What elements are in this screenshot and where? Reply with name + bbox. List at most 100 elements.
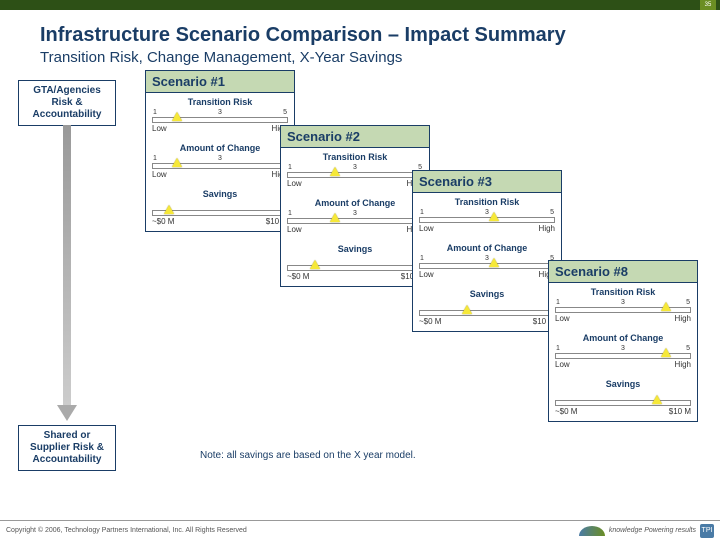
end-label-left: Low	[287, 225, 302, 234]
end-label-left: Low	[555, 314, 570, 323]
marker-icon	[661, 348, 671, 357]
marker-icon	[164, 205, 174, 214]
scale-section: Amount of Change135LowHigh	[549, 329, 697, 375]
scale-track	[287, 218, 423, 224]
scale-label: Transition Risk	[555, 287, 691, 297]
scale-end-labels: LowHigh	[419, 224, 555, 233]
scale-end-labels: LowHigh	[287, 179, 423, 188]
page-title: Infrastructure Scenario Comparison – Imp…	[40, 24, 720, 47]
scale-label: Savings	[287, 244, 423, 254]
scale-track	[555, 400, 691, 406]
marker-icon	[661, 302, 671, 311]
scenario-card: Scenario #2Transition Risk135LowHighAmou…	[280, 125, 430, 287]
tick-label: 1	[556, 299, 560, 306]
marker-icon	[330, 167, 340, 176]
diagram-canvas: GTA/Agencies Risk & Accountability Share…	[0, 70, 720, 490]
scale-section: Savings ~$0 M$10 M	[413, 285, 561, 331]
scale-end-labels: LowHigh	[152, 170, 288, 179]
tick-label: 3	[218, 109, 222, 116]
scale-label: Amount of Change	[555, 333, 691, 343]
scale-end-labels: ~$0 M$10 M	[419, 317, 555, 326]
scale-end-labels: Low High	[555, 360, 691, 369]
scale-track-wrap: 135LowHigh	[555, 299, 691, 327]
page-number: 35	[700, 0, 716, 10]
tick-label: 1	[153, 109, 157, 116]
scale-track-wrap: 135LowHigh	[287, 210, 423, 238]
end-label-left: Low	[419, 224, 434, 233]
scale-ticks: 135	[419, 255, 555, 262]
end-label-right: High	[675, 314, 691, 323]
scale-track-wrap: ~$0 M $10 M	[555, 391, 691, 419]
scale-track	[152, 163, 288, 169]
scale-section: Amount of Change135LowHigh	[146, 139, 294, 185]
end-label-left: Low	[152, 170, 167, 179]
scale-track-wrap: ~$0 M$10 M	[152, 201, 288, 229]
arrow-head-icon	[57, 405, 77, 421]
marker-icon	[462, 305, 472, 314]
tick-label: 3	[621, 345, 625, 352]
scale-track	[555, 307, 691, 313]
scale-section: Savings ~$0 M$10 M	[281, 240, 429, 286]
scale-section: Amount of Change 135LowHigh	[281, 194, 429, 240]
scale-track-wrap: 135LowHigh	[152, 109, 288, 137]
scale-section: Savings ~$0 M $10 M	[549, 375, 697, 421]
end-label-right: High	[675, 360, 691, 369]
end-label-left: Low	[555, 360, 570, 369]
scale-end-labels: Low High	[555, 314, 691, 323]
scale-track	[419, 217, 555, 223]
scale-section: Transition Risk135LowHigh	[281, 148, 429, 194]
scale-section: Transition Risk135LowHigh	[146, 93, 294, 139]
end-label-right: $10 M	[669, 407, 691, 416]
scale-end-labels: LowHigh	[287, 225, 423, 234]
arrow-shaft	[63, 125, 71, 405]
scale-track-wrap: ~$0 M$10 M	[419, 301, 555, 329]
scale-track	[287, 172, 423, 178]
tick-label: 1	[288, 164, 292, 171]
marker-icon	[489, 258, 499, 267]
scale-end-labels: ~$0 M$10 M	[287, 272, 423, 281]
scale-track	[555, 353, 691, 359]
scale-label: Savings	[419, 289, 555, 299]
scale-end-labels: ~$0 M $10 M	[555, 407, 691, 416]
scale-ticks: 135	[287, 164, 423, 171]
scale-track	[152, 117, 288, 123]
scale-track	[287, 265, 423, 271]
marker-icon	[489, 212, 499, 221]
scale-section: Transition Risk135LowHigh	[549, 283, 697, 329]
brand-tagline: knowledge Powering results	[609, 527, 696, 534]
scale-label: Transition Risk	[419, 197, 555, 207]
scenario-title: Scenario #3	[413, 171, 561, 193]
scale-label: Amount of Change	[287, 198, 423, 208]
scale-track-wrap: 135LowHigh	[152, 155, 288, 183]
tick-label: 1	[420, 255, 424, 262]
scale-track	[419, 263, 555, 269]
top-bar: 35	[0, 0, 720, 10]
scenario-card: Scenario #8Transition Risk135LowHighAmou…	[548, 260, 698, 422]
copyright-text: Copyright © 2006, Technology Partners In…	[6, 527, 247, 534]
tick-label: 1	[153, 155, 157, 162]
scale-label: Savings	[555, 379, 691, 389]
tick-label: 1	[420, 209, 424, 216]
tick-label: 3	[353, 164, 357, 171]
tick-label: 5	[686, 345, 690, 352]
footer-bar: Copyright © 2006, Technology Partners In…	[0, 520, 720, 540]
scale-section: Amount of Change135LowHigh	[413, 239, 561, 285]
tick-label: 5	[283, 109, 287, 116]
scale-track-wrap: 135 LowHigh	[419, 209, 555, 237]
sidebox-top: GTA/Agencies Risk & Accountability	[18, 80, 116, 126]
scale-end-labels: ~$0 M$10 M	[152, 217, 288, 226]
scale-track	[152, 210, 288, 216]
scale-label: Transition Risk	[152, 97, 288, 107]
end-label-left: ~$0 M	[555, 407, 577, 416]
scale-track-wrap: 135 LowHigh	[419, 255, 555, 283]
end-label-left: ~$0 M	[152, 217, 174, 226]
end-label-left: Low	[287, 179, 302, 188]
marker-icon	[172, 158, 182, 167]
brand-block: knowledge Powering results TPI	[579, 524, 714, 538]
scale-ticks: 135	[419, 209, 555, 216]
tick-label: 3	[218, 155, 222, 162]
tick-label: 1	[288, 210, 292, 217]
marker-icon	[652, 395, 662, 404]
scale-section: Transition Risk 135 LowHigh	[413, 193, 561, 239]
scale-end-labels: LowHigh	[419, 270, 555, 279]
